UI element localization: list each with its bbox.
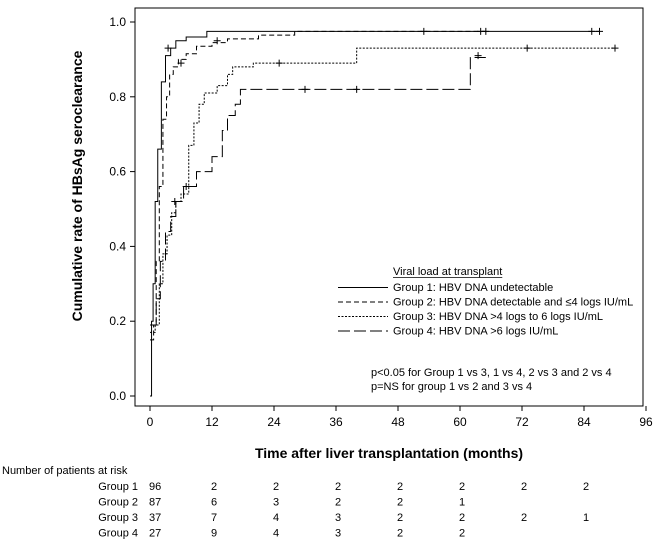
risk-cell: 37 — [149, 512, 161, 524]
risk-cell: 2 — [459, 528, 465, 539]
legend-label-group-4: Group 4: HBV DNA >6 logs IU/mL — [393, 326, 558, 338]
risk-cell: 1 — [583, 512, 589, 524]
x-tick-label: 84 — [577, 415, 591, 429]
x-tick-label: 96 — [639, 415, 653, 429]
risk-cell: 1 — [459, 497, 465, 509]
x-tick-label: 48 — [391, 415, 405, 429]
legend: Viral load at transplant Group 1: HBV DN… — [338, 266, 633, 338]
censor-mark — [301, 85, 309, 93]
series-layer — [150, 27, 619, 397]
x-tick-label: 60 — [453, 415, 467, 429]
risk-row-label: Group 3 — [98, 512, 138, 524]
risk-cell: 3 — [335, 512, 341, 524]
y-tick-label: 0.0 — [109, 389, 126, 403]
legend-items: Group 1: HBV DNA undetectable Group 2: HB… — [338, 282, 633, 338]
risk-cell: 4 — [273, 528, 279, 539]
censor-mark — [596, 27, 603, 35]
y-tick-label: 0.4 — [109, 239, 126, 253]
censor-mark — [182, 183, 190, 191]
annotation-significant: p<0.05 for Group 1 vs 3, 1 vs 4, 2 vs 3 … — [371, 367, 612, 379]
censor-mark — [477, 27, 485, 35]
legend-label-group-3: Group 3: HBV DNA >4 logs to 6 logs IU/mL — [393, 311, 603, 323]
legend-label-group-2: Group 2: HBV DNA detectable and ≤4 logs … — [393, 297, 633, 309]
risk-row-label: Group 2 — [98, 497, 138, 509]
risk-cell: 2 — [397, 481, 403, 493]
risk-cell: 2 — [459, 512, 465, 524]
series-line-group-1 — [150, 30, 600, 397]
y-axis: 0.0 0.2 0.4 0.6 0.8 1.0 — [109, 15, 135, 403]
x-axis: 0 12 24 36 48 60 72 84 96 — [147, 406, 653, 429]
legend-title: Viral load at transplant — [393, 266, 502, 278]
x-tick-label: 12 — [205, 415, 219, 429]
risk-row-label: Group 1 — [98, 481, 138, 493]
censor-mark — [588, 27, 596, 35]
risk-cell: 7 — [211, 512, 217, 524]
x-tick-label: 72 — [515, 415, 529, 429]
risk-cell: 2 — [459, 481, 465, 493]
series-line-group-2 — [150, 30, 486, 341]
x-axis-title: Time after liver transplantation (months… — [255, 445, 523, 461]
risk-cell: 2 — [397, 528, 403, 539]
risk-table: Group 1 96 2 2 2 2 2 2 2 Group 2 87 6 3 2 2 1 Group 3 37 7… — [98, 481, 589, 539]
risk-row-label: Group 4 — [98, 528, 138, 539]
risk-cell: 2 — [397, 512, 403, 524]
censor-mark — [213, 37, 221, 45]
censor-mark — [177, 59, 185, 67]
risk-cell: 6 — [211, 497, 217, 509]
plot-frame — [134, 7, 644, 407]
x-tick-label: 36 — [329, 415, 343, 429]
censor-mark — [353, 85, 361, 93]
y-tick-label: 0.8 — [109, 90, 126, 104]
y-axis-title: Cumulative rate of HBsAg seroclearance — [69, 50, 85, 321]
annotation-not-significant: p=NS for group 1 vs 2 and 3 vs 4 — [371, 381, 532, 393]
censor-mark — [171, 198, 179, 206]
risk-cell: 2 — [335, 481, 341, 493]
series-line-group-4 — [150, 57, 486, 326]
series-group-2 — [150, 27, 486, 341]
risk-cell: 2 — [521, 512, 527, 524]
risk-cell: 3 — [273, 497, 279, 509]
censor-mark — [523, 44, 531, 52]
censor-mark — [474, 52, 482, 60]
censor-mark — [611, 44, 619, 52]
risk-cell: 87 — [149, 497, 161, 509]
series-group-3 — [150, 44, 619, 333]
risk-cell: 3 — [335, 528, 341, 539]
risk-cell: 2 — [397, 497, 403, 509]
risk-table-title: Number of patients at risk — [2, 465, 128, 477]
series-line-group-3 — [150, 47, 615, 333]
risk-cell: 4 — [273, 512, 279, 524]
risk-cell: 96 — [149, 481, 161, 493]
censor-mark — [275, 59, 283, 67]
y-tick-label: 1.0 — [109, 15, 126, 29]
risk-cell: 2 — [583, 481, 589, 493]
risk-cell: 27 — [149, 528, 161, 539]
risk-cell: 9 — [211, 528, 217, 539]
series-group-4 — [150, 52, 486, 326]
x-tick-label: 0 — [147, 415, 154, 429]
legend-label-group-1: Group 1: HBV DNA undetectable — [393, 282, 553, 294]
censor-mark — [164, 44, 172, 52]
y-tick-label: 0.6 — [109, 165, 126, 179]
risk-cell: 2 — [273, 481, 279, 493]
risk-cell: 2 — [211, 481, 217, 493]
y-tick-label: 0.2 — [109, 314, 126, 328]
risk-cell: 2 — [335, 497, 341, 509]
x-tick-label: 24 — [267, 415, 281, 429]
risk-cell: 2 — [521, 481, 527, 493]
